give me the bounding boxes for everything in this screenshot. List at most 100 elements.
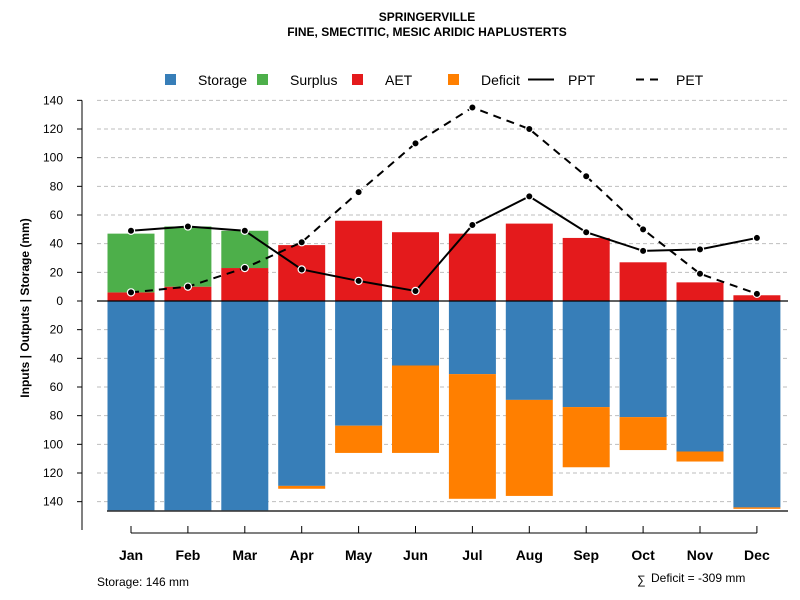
legend-item-surplus: Surplus xyxy=(257,72,337,88)
bar-aet-jan xyxy=(107,292,155,301)
legend-swatch xyxy=(448,74,459,85)
bar-storage-feb xyxy=(164,301,212,511)
bar-deficit-dec xyxy=(733,507,781,509)
point-pet-apr xyxy=(297,238,306,247)
chart-title: SPRINGERVILLE xyxy=(379,10,475,24)
bar-aet-may xyxy=(335,220,383,301)
storage-note: Storage: 146 mm xyxy=(97,575,189,589)
point-ppt-feb xyxy=(183,222,193,231)
x-tick-label-dec: Dec xyxy=(744,547,770,563)
legend-label: PET xyxy=(676,72,704,88)
point-pet-dec xyxy=(752,289,762,299)
point-pet-jun xyxy=(411,139,420,148)
y-tick-label: 80 xyxy=(50,179,64,193)
x-tick-label-sep: Sep xyxy=(573,547,599,563)
bar-aet-nov xyxy=(676,282,724,301)
legend-item-aet: AET xyxy=(352,72,413,88)
legend-swatch xyxy=(257,74,268,85)
y-tick-label: 0 xyxy=(56,294,63,308)
bar-storage-mar xyxy=(221,301,269,511)
x-tick-label-may: May xyxy=(345,547,372,563)
bar-deficit-aug xyxy=(505,399,553,496)
point-ppt-aug xyxy=(525,192,534,201)
bar-aet-aug xyxy=(505,223,553,301)
bar-deficit-nov xyxy=(676,451,724,462)
y-tick-label: 80 xyxy=(50,409,64,423)
bar-storage-oct xyxy=(619,301,667,418)
bar-deficit-apr xyxy=(278,485,326,489)
bar-storage-nov xyxy=(676,301,724,452)
point-ppt-jan xyxy=(126,226,136,235)
bar-storage-sep xyxy=(562,301,610,408)
point-pet-nov xyxy=(695,269,705,278)
bar-surplus-mar xyxy=(221,230,269,269)
point-ppt-jul xyxy=(468,220,477,230)
bar-aet-sep xyxy=(562,237,610,301)
legend-swatch xyxy=(165,74,176,85)
bar-surplus-jan xyxy=(107,233,155,293)
point-ppt-oct xyxy=(638,246,648,256)
point-pet-feb xyxy=(183,282,193,291)
legend-item-ppt: PPT xyxy=(528,72,596,88)
y-tick-label: 100 xyxy=(43,151,63,165)
bar-deficit-sep xyxy=(562,407,610,468)
legend-label: Deficit xyxy=(481,72,520,88)
bar-storage-may xyxy=(335,301,383,426)
point-pet-mar xyxy=(240,263,249,273)
bar-storage-jul xyxy=(448,301,496,375)
point-pet-may xyxy=(354,187,363,197)
bar-aet-oct xyxy=(619,262,667,301)
point-ppt-mar xyxy=(240,226,249,235)
point-ppt-dec xyxy=(752,233,762,243)
point-ppt-may xyxy=(354,276,363,286)
x-tick-label-oct: Oct xyxy=(631,547,655,563)
bar-aet-feb xyxy=(164,286,212,301)
point-pet-oct xyxy=(638,225,648,234)
x-tick-label-jul: Jul xyxy=(462,547,482,563)
y-axis-label: Inputs | Outputs | Storage (mm) xyxy=(18,218,32,397)
point-ppt-jun xyxy=(411,286,420,296)
point-pet-jan xyxy=(126,288,136,297)
y-tick-label: 120 xyxy=(43,122,63,136)
bar-storage-aug xyxy=(505,301,553,400)
y-tick-label: 60 xyxy=(50,380,64,394)
bar-deficit-jul xyxy=(448,374,496,499)
line-pet xyxy=(130,106,758,295)
x-tick-label-mar: Mar xyxy=(232,547,257,563)
legend: Storage Surplus AET Deficit PPT PET xyxy=(165,72,704,88)
y-tick-label: 20 xyxy=(50,323,64,337)
point-pet-sep xyxy=(582,172,591,181)
x-tick-label-aug: Aug xyxy=(516,547,543,563)
legend-item-pet: PET xyxy=(636,72,704,88)
series-lines xyxy=(126,103,762,299)
deficit-note: Deficit = -309 mm xyxy=(651,571,745,585)
legend-item-deficit: Deficit xyxy=(448,72,520,88)
y-tick-label: 140 xyxy=(43,93,63,107)
sigma-symbol: ∑ xyxy=(637,573,646,587)
y-tick-label: 40 xyxy=(50,351,64,365)
bar-aet-jul xyxy=(448,233,496,301)
gridlines xyxy=(97,99,788,503)
point-ppt-apr xyxy=(297,265,306,274)
bar-storage-jan xyxy=(107,301,155,511)
legend-label: Surplus xyxy=(290,72,337,88)
chart-subtitle: FINE, SMECTITIC, MESIC ARIDIC HAPLUSTERT… xyxy=(287,25,567,39)
bar-storage-jun xyxy=(392,301,439,366)
legend-label: PPT xyxy=(568,72,596,88)
x-axis: Jan Feb Mar Apr May Jun Jul Aug Sep Oct Nov Dec xyxy=(119,526,770,563)
bar-storage-apr xyxy=(278,301,326,486)
y-tick-label: 100 xyxy=(43,437,63,451)
point-pet-jul xyxy=(468,103,477,112)
y-tick-label: 40 xyxy=(50,237,64,251)
x-tick-label-jan: Jan xyxy=(119,547,143,563)
bar-deficit-may xyxy=(335,425,383,453)
point-pet-aug xyxy=(525,124,534,134)
legend-item-storage: Storage xyxy=(165,72,247,88)
y-tick-label: 20 xyxy=(50,265,64,279)
bar-deficit-jun xyxy=(392,365,439,453)
line-ppt xyxy=(130,195,758,293)
y-axis: 140 120 100 80 60 40 20 0 20 40 60 80 100 120 140 xyxy=(43,93,83,530)
point-ppt-nov xyxy=(695,245,705,254)
x-tick-label-nov: Nov xyxy=(687,547,714,563)
